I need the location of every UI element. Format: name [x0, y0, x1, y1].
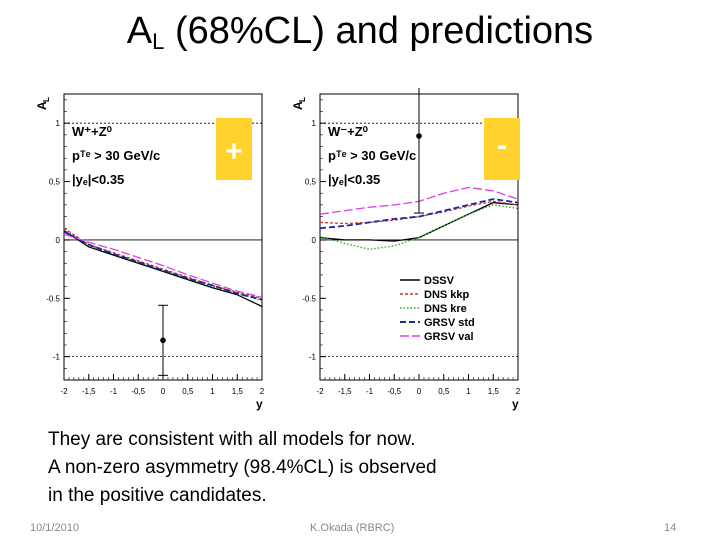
x-tick-label: 1: [210, 387, 215, 396]
x-axis-label: y: [512, 397, 519, 411]
y-tick-label: -1: [53, 353, 61, 362]
y-axis-label: A: [291, 101, 305, 110]
x-tick-label: -0,5: [131, 387, 145, 396]
plot-annotation: |yₑ|<0.35: [328, 172, 380, 187]
x-tick-label: 0: [161, 387, 166, 396]
data-point: [160, 337, 166, 344]
y-axis-label-sub: L: [42, 97, 51, 102]
body-line-1: They are consistent with all models for …: [48, 429, 416, 450]
chart-w-minus: -1 -0.5 0 0,5 1 -2 -1,5 -1 -0,5 0 0,5 1 1,5 2 ALy W⁻+Z⁰…: [291, 88, 521, 411]
legend-label: DSSV: [424, 275, 455, 287]
series-line-grsv-std: [319, 198, 519, 230]
data-point: [416, 133, 422, 139]
y-axis-label-sub: L: [298, 97, 307, 102]
plot-annotation: pᵀᵉ > 30 GeV/c: [328, 148, 416, 163]
x-axis-label: y: [256, 397, 263, 411]
plus-sign-box: +: [216, 118, 252, 180]
x-tick-label: -2: [60, 387, 68, 396]
y-tick-label: 0,5: [49, 178, 61, 187]
footer-date: 10/1/2010: [30, 522, 79, 534]
y-tick-label: -0.5: [302, 294, 316, 303]
x-tick-label: -1,5: [82, 387, 96, 396]
y-tick-label: 0,5: [305, 178, 317, 187]
x-tick-label: 1: [466, 387, 471, 396]
legend-label: GRSV std: [424, 317, 475, 329]
plot-annotation: |yₑ|<0.35: [72, 172, 124, 187]
series-line-dns-kre: [319, 204, 519, 250]
slide-title: AL (68%CL) and predictions: [0, 6, 720, 67]
x-tick-label: -1,5: [338, 387, 352, 396]
y-tick-label: -0.5: [46, 294, 60, 303]
plot-annotation: W⁻+Z⁰: [328, 124, 369, 139]
plot-annotation: W⁺+Z⁰: [72, 124, 113, 139]
x-tick-label: -1: [110, 387, 118, 396]
plot-annotation: pᵀᵉ > 30 GeV/c: [72, 148, 160, 163]
series-line-dns-kkp: [319, 200, 519, 225]
x-tick-label: 1,5: [488, 387, 500, 396]
x-tick-label: -0,5: [387, 387, 401, 396]
series-line-grsv-val: [63, 233, 263, 298]
body-line-2: A non-zero asymmetry (98.4%CL) is observ…: [48, 457, 437, 478]
x-tick-label: 2: [260, 387, 265, 396]
y-axis-label: A: [35, 101, 49, 110]
x-tick-label: -2: [316, 387, 324, 396]
y-tick-label: 1: [312, 119, 317, 128]
footer-author: K.Okada (RBRC): [310, 522, 395, 534]
series-line-dssv: [63, 230, 263, 308]
title-sub: L: [152, 29, 165, 54]
title-rest: (68%CL) and predictions: [164, 10, 594, 52]
footer-page: 14: [664, 522, 677, 534]
chart-w-plus: -1 -0.5 0 0,5 1 -2 -1,5 -1 -0,5 0 0,5 1 1,5 2 ALy W⁺+Z⁰…: [35, 93, 265, 411]
x-tick-label: 0,5: [182, 387, 194, 396]
x-tick-label: 2: [516, 387, 521, 396]
y-tick-label: 0: [56, 236, 61, 245]
legend-label: DNS kkp: [424, 289, 470, 301]
y-tick-label: 0: [312, 236, 317, 245]
body-line-3: in the positive candidates.: [48, 485, 267, 506]
x-tick-label: 1,5: [232, 387, 244, 396]
legend-label: GRSV val: [424, 331, 474, 343]
series-line-dns-kkp: [63, 227, 263, 299]
y-tick-label: 1: [56, 119, 61, 128]
legend-label: DNS kre: [424, 303, 467, 315]
x-tick-label: 0: [417, 387, 422, 396]
title-main: A: [126, 10, 153, 52]
minus-sign-box: -: [484, 118, 520, 180]
series-line-grsv-std: [63, 230, 263, 301]
x-tick-label: 0,5: [438, 387, 450, 396]
x-tick-label: -1: [366, 387, 374, 396]
y-tick-label: -1: [309, 353, 317, 362]
